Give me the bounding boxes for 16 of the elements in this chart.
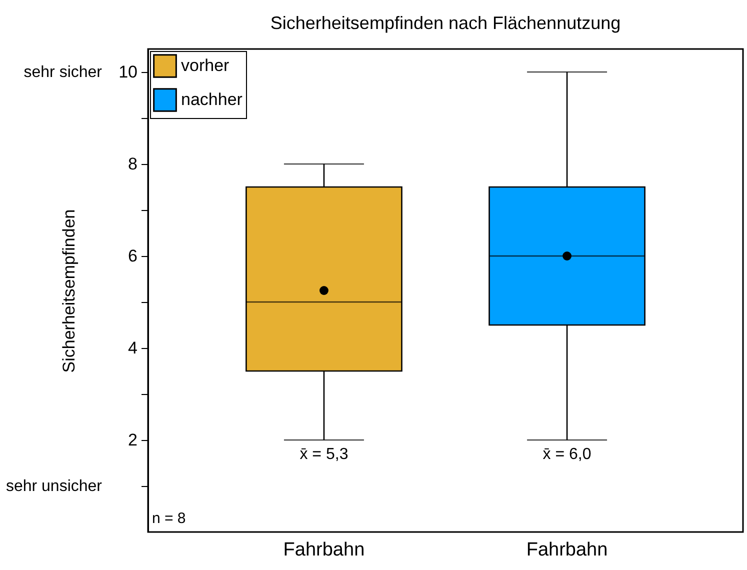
annotation: x̄ = 5,3: [300, 446, 348, 463]
x-tick-label: Fahrbahn: [283, 540, 365, 560]
text: sehr unsicher: [6, 478, 103, 495]
text: sehr sicher: [24, 64, 103, 81]
chart-title: Sicherheitsempfinden nach Flächennutzung: [270, 13, 621, 33]
y-tick-label: 4: [128, 338, 138, 358]
annotation: x̄ = 6,0: [542, 446, 592, 463]
y-tick-label: 2: [128, 430, 138, 450]
legend-label: nachher: [181, 90, 243, 109]
y-tick-label: 6: [128, 246, 138, 266]
y-axis-title: Sicherheitsempfinden: [60, 209, 79, 373]
y-tick-label: 10: [118, 62, 138, 82]
legend-label: vorher: [181, 56, 230, 75]
annotation: n = 8: [152, 510, 186, 527]
x-tick-label: Fahrbahn: [526, 540, 608, 560]
y-tick-label: 8: [128, 154, 138, 174]
